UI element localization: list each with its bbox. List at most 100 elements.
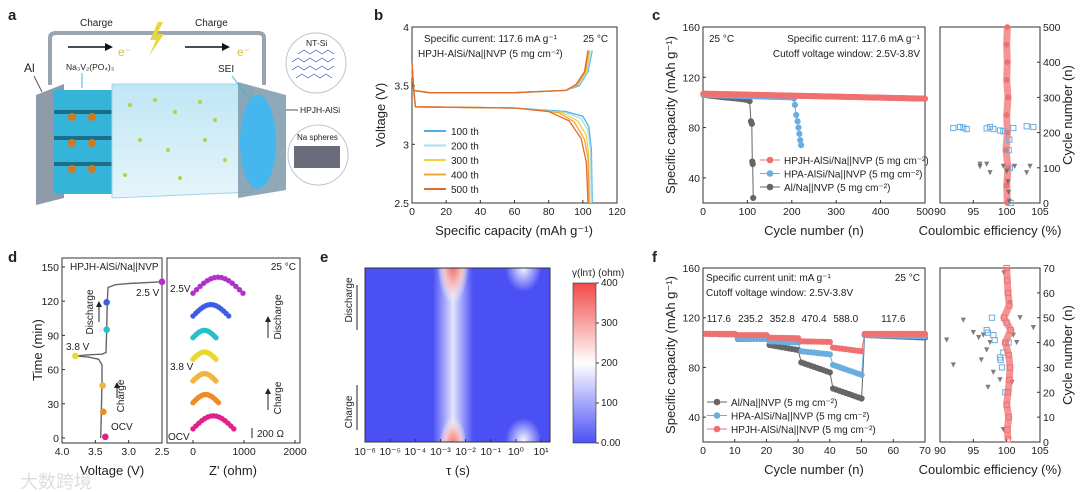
d-label-discharge: Discharge — [85, 289, 96, 334]
c-data-point — [921, 95, 929, 102]
f-legend-marker — [713, 412, 721, 419]
d-state-marker — [100, 408, 107, 416]
b-x-tick-label: 80 — [543, 206, 555, 218]
f-ce-data-point — [1006, 302, 1013, 309]
c-ce-x-tick-label: 95 — [967, 206, 979, 218]
plot-f-frame — [702, 267, 926, 443]
d-ylabel: Time (min) — [30, 319, 45, 381]
c-ce-data-point — [1003, 76, 1010, 83]
heatmap-peak-slow-discharge — [505, 268, 542, 292]
f-ce-data-point — [950, 362, 956, 368]
c-data-point — [795, 124, 802, 131]
c-data-point — [750, 194, 757, 202]
c-data-point — [791, 101, 799, 109]
c-ce-data-point — [1012, 163, 1018, 169]
b-legend-label: 300 th — [451, 156, 479, 167]
f-data-point — [826, 351, 833, 358]
f-data-point — [858, 395, 865, 402]
e-x-tick-label: 10⁻⁵ — [379, 446, 401, 458]
f-rate-label: 117.6 — [881, 314, 906, 325]
c-ce-data-point — [1005, 147, 1012, 154]
c-legend-label: HPJH-AlSi/Na||NVP (5 mg cm⁻²) — [784, 156, 929, 167]
f-legend-label: Al/Na||NVP (5 mg cm⁻²) — [731, 398, 837, 409]
d-y-tick-label: 0 — [53, 433, 59, 445]
e-x-tick-label: 10⁻⁴ — [404, 446, 426, 458]
b-discharge-curve-300th — [411, 71, 591, 204]
b-xlabel: Specific capacity (mAh g⁻¹) — [435, 223, 593, 238]
c-legend-marker — [766, 156, 774, 164]
d-eis-point — [193, 286, 200, 293]
b-legend-label: 500 th — [451, 185, 479, 196]
f-ce-y-tick-label: 50 — [1043, 313, 1055, 325]
e-ylabel-discharge: Discharge — [344, 277, 355, 322]
nt-si-inset — [285, 32, 347, 94]
c-ce-ylabel: Cycle number (n) — [1060, 65, 1075, 165]
c-ce-data-point — [1006, 189, 1012, 196]
d-y-tick-label: 30 — [47, 399, 59, 411]
f-rate-label: 588.0 — [833, 314, 858, 325]
f-ce-x-tick-label: 105 — [1031, 445, 1049, 457]
f-ce-x-tick-label: 100 — [998, 445, 1016, 457]
c-xlabel: Cycle number (n) — [764, 223, 864, 238]
nt-si-label: NT-Si — [306, 38, 327, 48]
c-ce-data-point — [1027, 163, 1033, 169]
f-ce-data-point — [988, 314, 996, 321]
d-eis-point — [229, 280, 235, 286]
plot-d-frame — [61, 257, 163, 444]
b-charge-curve-500th — [411, 50, 589, 94]
na-spheres-label: Na spheres — [297, 133, 338, 142]
heatmap-peak-slow-charge — [505, 418, 542, 442]
heatmap-peak-discharge-end — [437, 268, 469, 304]
c-ce-data-point — [977, 161, 983, 167]
f-data-point — [826, 369, 833, 376]
hpjh-label: HPJH-AlSi — [300, 105, 340, 115]
b-discharge-curve-500th — [411, 71, 589, 204]
c-x-tick-label: 500 — [916, 206, 934, 218]
c-data-point — [797, 137, 804, 144]
heatmap-e — [365, 268, 550, 442]
f-y-tick-label: 40 — [688, 412, 700, 424]
f-ce-data-point — [1014, 339, 1020, 346]
f-ce-y-tick-label: 40 — [1043, 338, 1055, 350]
d-y-tick-label: 90 — [47, 330, 59, 342]
f-ce-data-point — [980, 332, 986, 338]
c-x-tick-label: 200 — [783, 206, 801, 218]
d-label-2.5v: 2.5 V — [136, 288, 160, 299]
f-ce-y-tick-label: 30 — [1043, 362, 1055, 374]
panel-label-a: a — [8, 7, 17, 24]
f-ce-data-point — [991, 336, 998, 344]
f-ce-hpjh-band — [1000, 267, 1015, 440]
d-eis-label-temp: 25 °C — [271, 262, 296, 273]
f-ce-data-point — [998, 364, 1006, 371]
plot-c-frame — [702, 26, 926, 204]
c-ce-y-tick-label: 100 — [1043, 163, 1061, 175]
d-eis-point — [240, 290, 246, 296]
arrow-up-icon — [265, 388, 271, 394]
f-ce-data-point — [976, 335, 982, 341]
c-x-tick-label: 100 — [739, 206, 757, 218]
f-legend-label: HPA-AlSi/Na||NVP (5 mg cm⁻²) — [731, 412, 869, 423]
c-ce-data-point — [1006, 198, 1012, 204]
arrowhead-icon — [222, 43, 230, 51]
f-ce-x-tick-label: 95 — [967, 445, 979, 457]
b-discharge-curve-100th — [411, 71, 593, 204]
d-eis-point — [197, 283, 203, 289]
f-ce-data-point — [1000, 314, 1008, 321]
d-eis-label-ocv: OCV — [168, 432, 190, 443]
f-ce-data-point — [1006, 364, 1014, 371]
d-xlabel: Voltage (V) — [80, 463, 144, 478]
d-eis-point — [190, 290, 196, 296]
b-annotation-current: Specific current: 117.6 mA g⁻¹ — [424, 34, 558, 45]
d-state-marker — [158, 278, 166, 286]
nt-si-lattice — [291, 49, 335, 79]
d-state-marker — [103, 326, 110, 334]
c-annotation-temp: 25 °C — [709, 34, 734, 45]
d-eis-x-tick-label: 0 — [190, 446, 196, 458]
d-state-marker — [103, 299, 110, 306]
f-y-tick-label: 160 — [682, 263, 700, 275]
f-ce-data-point — [1002, 339, 1009, 346]
c-ce-data-point — [1000, 128, 1007, 135]
na-spheres-image — [294, 146, 340, 168]
c-ce-xlabel: Coulombic efficiency (%) — [919, 223, 1062, 238]
c-ce-data-point — [963, 125, 970, 133]
